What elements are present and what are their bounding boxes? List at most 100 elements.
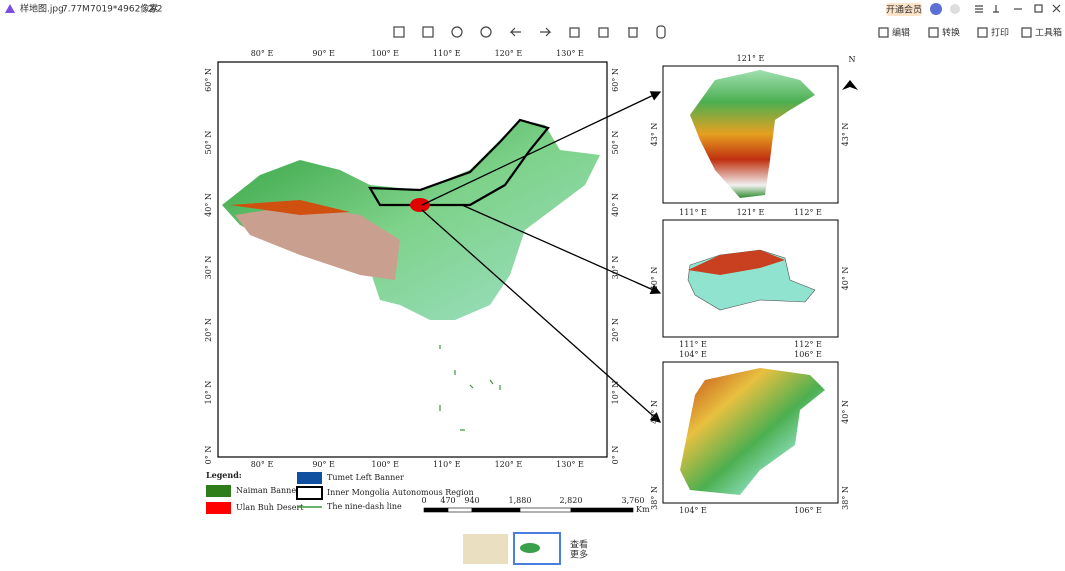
actual-size-button[interactable]: [422, 26, 434, 38]
zoom-out-button[interactable]: [480, 26, 492, 38]
inset-lat-label: 40° N: [841, 267, 850, 291]
lat-label: 40° N: [611, 193, 620, 217]
more-button[interactable]: [656, 25, 666, 39]
status-icon[interactable]: [950, 4, 960, 14]
convert-label[interactable]: 转换: [942, 27, 960, 39]
app-logo: [5, 4, 15, 13]
toolbar: 编辑 转换 打印 工具箱: [393, 25, 1062, 39]
lon-label: 130° E: [556, 460, 584, 469]
inset-lon-label: 112° E: [794, 340, 822, 349]
zoom-in-button[interactable]: [451, 26, 463, 38]
lon-label: 130° E: [556, 49, 584, 58]
inset-lon-label: 104° E: [679, 506, 707, 515]
thumbnail-strip: 查看 更多: [463, 532, 588, 565]
inset-lat-label: 38° N: [841, 486, 850, 510]
print-label[interactable]: 打印: [991, 27, 1009, 39]
lon-label: 100° E: [371, 460, 399, 469]
print-icon[interactable]: [977, 27, 988, 38]
china-relief: [222, 120, 600, 320]
scale-label: 940: [464, 496, 479, 505]
legend-swatch: [297, 472, 322, 484]
inset-region: [680, 368, 825, 495]
lat-label: 60° N: [611, 68, 620, 92]
legend-label: Ulan Buh Desert: [236, 503, 304, 512]
edit-label[interactable]: 编辑: [892, 27, 910, 39]
lat-label: 0° N: [204, 446, 213, 465]
legend-title: Legend:: [206, 470, 242, 480]
legend-swatch: [206, 485, 231, 497]
inset-lon-label: 121° E: [737, 208, 765, 217]
pin-button[interactable]: [993, 5, 999, 13]
lon-label: 120° E: [495, 49, 523, 58]
convert-icon[interactable]: [928, 27, 939, 38]
delete-button[interactable]: [628, 27, 638, 38]
rotate-left-button[interactable]: [569, 27, 580, 38]
rotate-right-button[interactable]: [598, 27, 609, 38]
title-bar: 样地图.jpg 7.77M 7019*4962像素 2/2 开通会员: [5, 3, 1061, 16]
inset-lon-label: 106° E: [794, 350, 822, 359]
scale-segment: [519, 507, 572, 513]
legend-swatch: [296, 486, 323, 500]
maximize-button[interactable]: [1034, 4, 1043, 13]
lon-label: 110° E: [433, 460, 461, 469]
prev-button[interactable]: [509, 27, 521, 37]
arrow: [421, 209, 661, 423]
inset-lon-label: 112° E: [794, 208, 822, 217]
menu-button[interactable]: [975, 5, 983, 13]
legend-label: The nine-dash line: [327, 502, 402, 511]
lon-label: 120° E: [495, 460, 523, 469]
page-index: 2/2: [148, 5, 162, 15]
legend-label: Tumet Left Banner: [327, 473, 404, 482]
inset-lat-label: 43° N: [841, 123, 850, 147]
scale-label: 3,760: [622, 496, 645, 505]
ulan-buh-desert: [410, 198, 430, 212]
lat-label: 30° N: [611, 256, 620, 280]
legend: Legend: Naiman Banner Ulan Buh Desert Tu…: [206, 470, 474, 514]
scale-label: 0: [421, 496, 426, 505]
lat-label: 30° N: [204, 256, 213, 280]
inset-lat-label: 40° N: [650, 400, 659, 424]
next-button[interactable]: [540, 27, 552, 37]
avatar[interactable]: [930, 3, 942, 15]
toolbox-label[interactable]: 工具箱: [1035, 27, 1062, 39]
inset-lon-label: 106° E: [794, 506, 822, 515]
lon-label: 90° E: [312, 460, 335, 469]
more-label[interactable]: 更多: [570, 549, 588, 561]
arrow: [421, 91, 662, 206]
scale-label: 1,880: [509, 496, 532, 505]
scale-unit: Km: [636, 505, 650, 514]
scale-label: 470: [440, 496, 455, 505]
thumbnail[interactable]: [463, 534, 508, 564]
scale-segment: [447, 507, 473, 513]
lon-label: 90° E: [312, 49, 335, 58]
inset-lon-label: 111° E: [679, 208, 707, 217]
inset-relief: [688, 250, 785, 275]
inset-lat-label: 40° N: [650, 267, 659, 291]
lat-label: 50° N: [611, 131, 620, 155]
close-button[interactable]: [1052, 4, 1061, 13]
scale-segment: [570, 507, 634, 513]
legend-label: Inner Mongolia Autonomous Region: [327, 488, 474, 497]
inset-lon-label: 121° E: [737, 54, 765, 63]
lon-label: 80° E: [251, 49, 274, 58]
image-dimensions: 7019*4962像素: [90, 3, 158, 15]
scale-segment: [423, 507, 449, 513]
map-image: [217, 61, 662, 458]
lat-label: 50° N: [204, 131, 213, 155]
edit-icon[interactable]: [878, 27, 889, 38]
north-arrow: [842, 80, 858, 90]
scale-label: 2,820: [560, 496, 583, 505]
nine-dash-line: [439, 345, 501, 431]
vip-button[interactable]: [886, 3, 922, 16]
inset-lat-label: 40° N: [841, 400, 850, 424]
lat-label: 40° N: [204, 193, 213, 217]
plateau-relief: [235, 205, 400, 280]
inset-lon-label: 104° E: [679, 350, 707, 359]
toolbox-icon[interactable]: [1021, 27, 1032, 38]
lat-label: 0° N: [611, 446, 620, 465]
mountain-relief: [230, 200, 350, 215]
more-label[interactable]: 查看: [570, 539, 588, 551]
fit-button[interactable]: [393, 26, 405, 38]
